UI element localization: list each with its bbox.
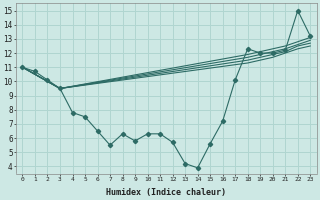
X-axis label: Humidex (Indice chaleur): Humidex (Indice chaleur): [106, 188, 226, 197]
